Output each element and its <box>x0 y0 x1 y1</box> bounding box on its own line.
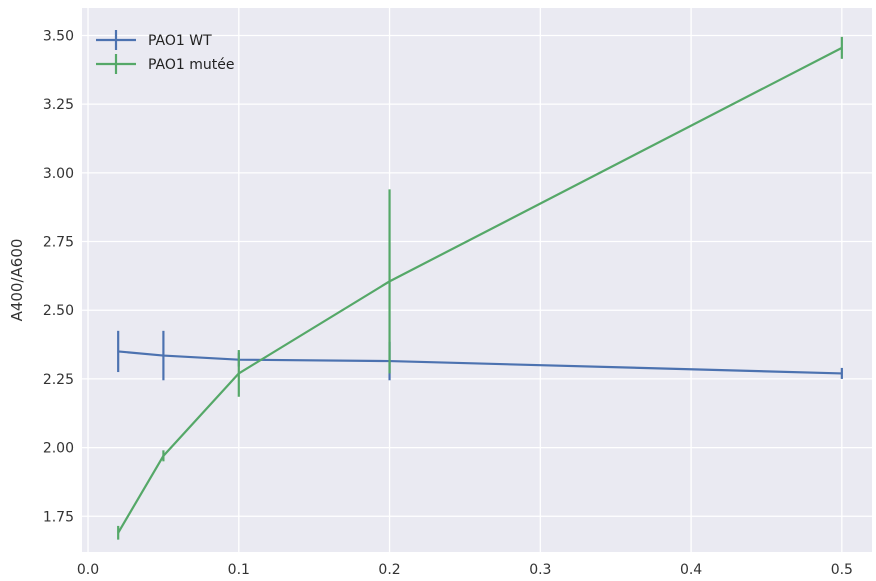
y-tick-label: 3.50 <box>43 28 74 44</box>
y-tick-label: 3.00 <box>43 166 74 182</box>
legend-label: PAO1 mutée <box>148 57 234 73</box>
series-layer <box>117 36 843 540</box>
y-tick-label: 2.25 <box>43 372 74 388</box>
tick-labels: 1.75 2.00 2.25 2.50 2.75 3.00 3.25 3.50 0.0 0.1 0.… <box>43 28 853 578</box>
legend: PAO1 WT PAO1 mutée <box>96 30 234 74</box>
grid-lines <box>82 8 872 552</box>
x-tick-label: 0.3 <box>529 562 551 578</box>
x-tick-label: 0.2 <box>378 562 400 578</box>
plot-area <box>82 8 872 552</box>
y-axis-label: A400/A600 <box>8 239 26 322</box>
legend-item: PAO1 mutée <box>96 54 234 74</box>
y-tick-label: 2.50 <box>43 303 74 319</box>
legend-item: PAO1 WT <box>96 30 212 50</box>
x-tick-label: 0.4 <box>680 562 702 578</box>
series-2 <box>117 36 843 540</box>
x-tick-label: 0.0 <box>77 562 99 578</box>
y-tick-label: 2.75 <box>43 235 74 251</box>
y-tick-label: 2.00 <box>43 441 74 457</box>
y-tick-label: 3.25 <box>43 97 74 113</box>
y-tick-label: 1.75 <box>43 509 74 525</box>
legend-label: PAO1 WT <box>148 33 212 49</box>
x-tick-label: 0.5 <box>831 562 853 578</box>
x-tick-label: 0.1 <box>228 562 250 578</box>
